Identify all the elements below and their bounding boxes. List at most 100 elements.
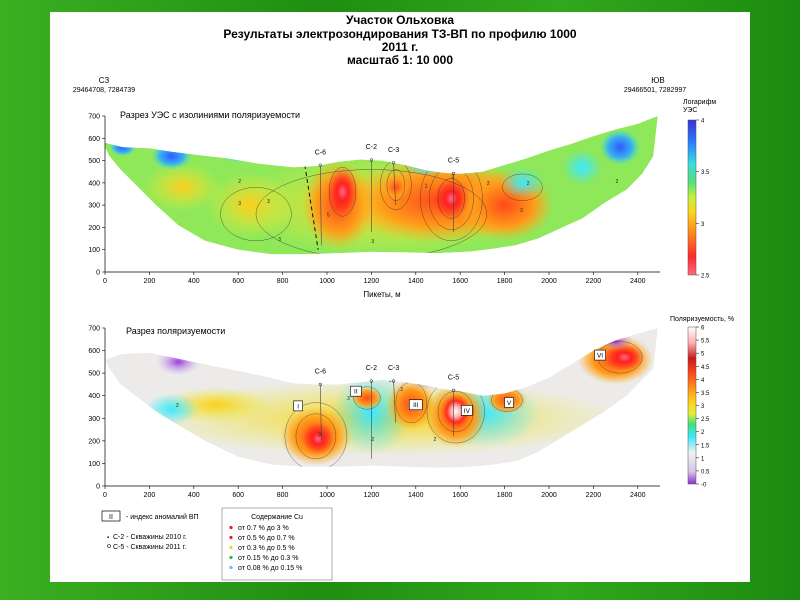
- pol-isoline-label: 2: [371, 437, 374, 443]
- pol-colorbar-ramp: [687, 326, 697, 485]
- pol-wells: С-6 С-2 С-3 С-5: [315, 365, 459, 459]
- cu-legend-marker: [229, 535, 233, 540]
- well-trace: [320, 165, 322, 246]
- well-label: С-5: [448, 374, 459, 381]
- pol-colorbar-tick-label: 2.5: [701, 417, 710, 423]
- ues-color-field: [105, 116, 658, 255]
- pol-isoline: [353, 386, 381, 410]
- ues-isoline-label: 3: [520, 208, 523, 214]
- cu-legend-title: Содержание Cu: [251, 514, 303, 521]
- well-label: С-2: [366, 144, 377, 151]
- anomaly-box: [293, 400, 303, 412]
- ues-colorbar-tick-label: 4: [701, 119, 705, 125]
- pol-colorbar-tick-label: 5: [701, 352, 705, 358]
- anomaly-label: IV: [464, 408, 471, 415]
- well-trace: [393, 162, 396, 206]
- ues-isoline-label: 5: [327, 212, 330, 218]
- x-tick-label: 1400: [408, 278, 424, 285]
- well-label: С-3: [388, 147, 399, 154]
- ues-field-blob: [142, 162, 223, 212]
- y-tick-label: 700: [88, 114, 100, 121]
- cu-legend-text: от 0.15 % до 0.3 %: [238, 555, 298, 562]
- ues-field-blob: [600, 129, 641, 166]
- x-tick-label: 2400: [630, 278, 646, 285]
- ues-field-blob: [500, 167, 545, 199]
- ues-axes: 0 200 400 600 800 1000 1200 1400 1600 1800 2000 220…: [88, 114, 660, 285]
- ues-section-chart: Разрез УЭС с изолиниями поляризуемости 2…: [88, 99, 716, 299]
- y-tick-label: 500: [88, 158, 100, 165]
- x-tick-label: 600: [232, 278, 244, 285]
- anomaly-box: [504, 397, 514, 408]
- anomaly-box: [350, 385, 362, 397]
- x-tick-label: 1600: [452, 492, 468, 499]
- ues-isoline-label: 2: [616, 179, 619, 185]
- y-tick-label: 100: [88, 461, 100, 468]
- y-tick-label: 0: [96, 270, 100, 277]
- x-tick-label: 1000: [319, 278, 335, 285]
- anomaly-index-symbol: II: [109, 514, 113, 521]
- ues-chart-title: Разрез УЭС с изолиниями поляризуемости: [120, 110, 300, 120]
- x-tick-label: 2400: [630, 492, 646, 499]
- pol-field-blob: [440, 393, 472, 430]
- well-trace: [320, 384, 322, 441]
- cu-legend-marker: [229, 565, 233, 570]
- pol-colorbar-tick-label: 1: [701, 456, 705, 462]
- anomaly-box: [461, 405, 473, 416]
- anomaly-label: II: [354, 389, 358, 396]
- y-tick-label: 400: [88, 393, 100, 400]
- pol-colorbar-tick-label: 3.5: [701, 391, 710, 397]
- cu-legend-items: от 0.7 % до 3 % от 0.5 % до 0.7 % от 0.3 %…: [229, 525, 302, 572]
- pol-colorbar-title: Поляризуемость, %: [670, 316, 734, 323]
- wells-2011-marker: [107, 544, 111, 548]
- pol-colorbar-tick-label: 4: [701, 378, 705, 384]
- y-tick-label: 300: [88, 416, 100, 423]
- x-tick-label: 1800: [497, 278, 513, 285]
- ues-isoline-label: 3: [238, 201, 241, 207]
- pol-isoline: [437, 390, 474, 433]
- title-line-4: масштаб 1: 10 000: [347, 53, 453, 67]
- pol-isoline-label: 2: [389, 378, 392, 384]
- y-tick-label: 200: [88, 225, 100, 232]
- profile-left-coords: 29464708, 7284739: [73, 87, 135, 94]
- ues-isoline-label: 3: [371, 239, 374, 245]
- pol-colorbar-tick-label: -0: [701, 483, 707, 489]
- ues-isoline-label: 3: [278, 237, 281, 243]
- ues-field-blob: [382, 173, 410, 201]
- anomaly-label: III: [413, 402, 419, 409]
- ues-isoline: [328, 167, 357, 217]
- legend: II - индекс аномалий ВП ▪ С-2 - Скважины…: [101, 507, 333, 581]
- well-label: С-5: [448, 158, 459, 165]
- pol-colorbar-tick-label: 6: [701, 326, 705, 332]
- ues-isoline-label: 2: [238, 179, 241, 185]
- x-tick-label: 400: [188, 492, 200, 499]
- pol-isoline-label: 3: [509, 387, 512, 393]
- ues-field-blob: [562, 149, 603, 186]
- x-tick-label: 2000: [541, 492, 557, 499]
- x-tick-label: 2200: [586, 492, 602, 499]
- pol-colorbar-tick-label: 4.5: [701, 365, 710, 371]
- well-label: С-3: [388, 365, 399, 372]
- ues-field-blob: [204, 171, 294, 239]
- anomaly-label: I: [297, 403, 299, 410]
- pol-isoline-label: 2: [434, 437, 437, 443]
- pol-color-field: [105, 328, 658, 468]
- pol-colorbar-tick-label: 3: [701, 404, 705, 410]
- profile-left-label: СЗ: [99, 76, 110, 85]
- anomaly-index-text: - индекс аномалий ВП: [126, 513, 199, 521]
- y-tick-label: 400: [88, 180, 100, 187]
- ues-colorbar-tick-label: 2.5: [701, 274, 710, 280]
- pol-colorbar-ticks: -0 0.5 1 1.5 2 2.5 3 3.5 4 4.5 5 5.5 6: [696, 326, 710, 489]
- title-line-1: Участок Ольховка: [346, 13, 454, 27]
- cu-legend-text: от 0.7 % до 3 %: [238, 525, 289, 532]
- pol-isoline: [284, 402, 348, 468]
- x-tick-label: 1200: [364, 492, 380, 499]
- ues-colorbar: Логарифм УЭС 2.5 3 3.5 4: [683, 99, 716, 280]
- y-tick-label: 200: [88, 438, 100, 445]
- x-tick-label: 0: [103, 492, 107, 499]
- anomaly-box: [594, 349, 606, 361]
- anomaly-box: [408, 399, 423, 411]
- ues-colorbar-tick-label: 3: [701, 222, 705, 228]
- well-label: С-6: [315, 149, 326, 156]
- x-tick-label: 2000: [541, 278, 557, 285]
